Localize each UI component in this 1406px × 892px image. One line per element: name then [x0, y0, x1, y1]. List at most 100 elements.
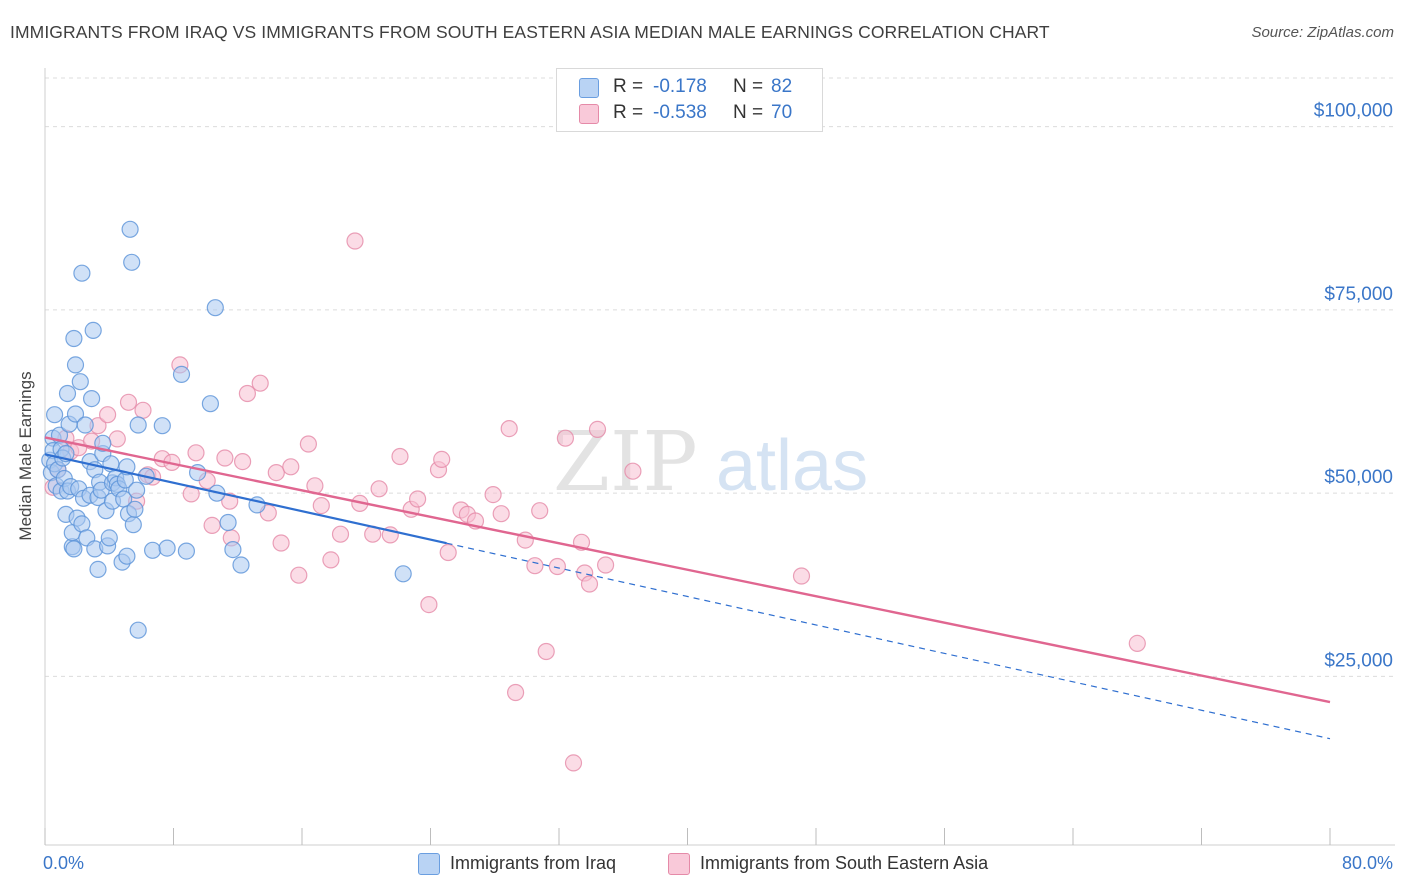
iraq-point	[118, 547, 136, 565]
sea-legend-swatch	[668, 853, 690, 875]
y-tick-label: $75,000	[1324, 284, 1393, 305]
sea-point	[331, 525, 350, 543]
grid-layer	[45, 77, 1395, 677]
iraq-point	[129, 621, 147, 639]
iraq-point	[82, 390, 101, 408]
iraq-legend-swatch	[418, 853, 440, 875]
sea-point	[216, 449, 234, 467]
sea-point	[548, 557, 567, 576]
sea-point	[420, 595, 438, 614]
sea-point	[119, 393, 138, 411]
sea-point	[290, 566, 308, 584]
n-label: N =	[733, 102, 764, 123]
sea-point	[187, 444, 205, 462]
sea-point	[484, 486, 502, 504]
n-label: N =	[733, 76, 764, 97]
sea-point	[588, 420, 607, 438]
y-tick-label: $50,000	[1324, 467, 1393, 488]
iraq-point	[177, 542, 195, 560]
iraq-point	[66, 405, 85, 423]
axis-layer	[44, 68, 1395, 846]
sea-point	[500, 420, 518, 438]
iraq-point	[224, 540, 242, 559]
y-tick-label: $25,000	[1324, 650, 1393, 671]
iraq-point	[124, 516, 142, 534]
sea-point	[267, 464, 285, 482]
iraq-point	[126, 500, 144, 518]
sea-point	[134, 401, 152, 419]
iraq-point	[100, 529, 118, 547]
sea-point	[203, 516, 221, 535]
iraq-point	[128, 481, 146, 499]
iraq-point	[76, 416, 94, 434]
sea-point	[596, 556, 615, 574]
sea-point	[251, 374, 269, 392]
sea-trend-line	[44, 436, 1331, 704]
iraq-point	[153, 417, 171, 435]
sea-point	[238, 384, 256, 403]
sea-n-value: 70	[771, 102, 793, 123]
iraq-point	[71, 373, 89, 391]
sea-point	[370, 480, 388, 498]
sea-point	[322, 551, 340, 569]
iraq-point	[201, 395, 219, 413]
sea-point	[580, 575, 599, 593]
iraq-point	[232, 556, 250, 574]
iraq-trend-extension	[446, 542, 1331, 740]
chart-title: IMMIGRANTS FROM IRAQ VS IMMIGRANTS FROM …	[10, 22, 1050, 42]
iraq-point	[121, 220, 139, 238]
sea-point	[624, 462, 642, 480]
iraq-point	[65, 329, 83, 348]
sea-point	[391, 447, 409, 466]
sea-point	[409, 490, 427, 508]
iraq-point	[84, 321, 102, 339]
iraq-point	[58, 384, 77, 403]
sea-r-value: -0.538	[653, 102, 707, 123]
watermark-zip: ZIP	[553, 415, 698, 510]
source-credit: Source: ZipAtlas.com	[1251, 24, 1394, 41]
labels-layer: $25,000 $50,000 $75,000 $100,000 0.0% 80.0% Me…	[16, 101, 1393, 873]
sea-point	[506, 683, 525, 702]
r-label: R =	[613, 102, 644, 123]
iraq-point	[65, 540, 83, 558]
sea-point	[492, 505, 510, 523]
watermark-layer: ZIP atlas	[553, 415, 868, 510]
trend-layer	[44, 436, 1331, 740]
sea-point	[433, 450, 451, 468]
iraq-trend-line	[44, 453, 447, 545]
iraq-point	[144, 541, 162, 559]
x-tick-label-max: 80.0%	[1342, 853, 1393, 873]
iraq-r-value: -0.178	[653, 76, 707, 97]
sea-point	[531, 502, 549, 520]
y-tick-label: $100,000	[1314, 101, 1393, 122]
iraq-point	[45, 406, 64, 424]
sea-point	[299, 435, 317, 453]
iraq-point	[172, 365, 191, 383]
iraq-point	[89, 560, 107, 579]
iraq-point	[394, 565, 412, 583]
sea-point	[282, 458, 300, 476]
y-axis-title: Median Male Earnings	[16, 371, 35, 540]
iraq-point	[66, 356, 85, 374]
x-tick-label-min: 0.0%	[43, 853, 84, 873]
stats-legend: R = -0.178 N = 82 R = -0.538 N = 70	[556, 68, 823, 132]
iraq-point	[206, 299, 224, 317]
sea-point	[272, 534, 290, 552]
iraq-swatch	[579, 78, 599, 98]
sea-point	[526, 557, 544, 575]
sea-point	[234, 453, 252, 471]
sea-point	[346, 232, 364, 250]
sea-point	[564, 754, 583, 772]
sea-point	[312, 497, 330, 515]
sea-point	[108, 430, 126, 448]
watermark-atlas: atlas	[716, 426, 868, 506]
sea-point	[537, 642, 555, 661]
sea-legend-label: Immigrants from South Eastern Asia	[700, 853, 989, 873]
r-label: R =	[613, 76, 644, 97]
iraq-point	[73, 264, 91, 282]
sea-point	[98, 406, 117, 424]
sea-point	[1128, 634, 1146, 653]
iraq-n-value: 82	[771, 76, 793, 97]
sea-swatch	[579, 104, 599, 124]
